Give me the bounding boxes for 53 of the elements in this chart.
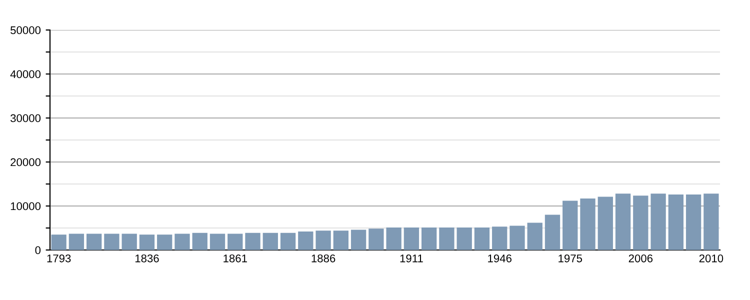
- bar: [527, 222, 542, 250]
- bar: [316, 230, 331, 250]
- y-tick-label: 50000: [10, 26, 41, 34]
- y-tick-label: 40000: [10, 70, 41, 78]
- x-tick-label: 2006: [628, 254, 653, 262]
- x-tick-label: 1975: [558, 254, 582, 262]
- bar: [139, 234, 155, 250]
- bar: [210, 234, 226, 250]
- x-tick-label: 1911: [400, 254, 423, 262]
- bar: [456, 228, 472, 250]
- bar: [421, 228, 437, 250]
- bar: [298, 232, 314, 250]
- bar: [650, 194, 666, 250]
- x-tick-label: 1836: [135, 254, 159, 262]
- bar: [104, 234, 120, 250]
- bar: [510, 226, 525, 250]
- bar: [157, 234, 172, 250]
- bar: [615, 194, 631, 250]
- bar: [562, 200, 578, 250]
- bar: [686, 194, 702, 250]
- bar: [598, 196, 613, 250]
- bar: [333, 230, 349, 250]
- bar: [704, 194, 719, 250]
- y-tick-label: 30000: [10, 114, 41, 122]
- bar: [580, 198, 596, 250]
- bar: [280, 232, 296, 250]
- bar: [192, 232, 208, 250]
- bar: [474, 228, 490, 250]
- x-tick-label: 1861: [224, 254, 247, 262]
- x-tick-label: 1946: [488, 254, 512, 262]
- bar: [404, 228, 420, 250]
- bar: [350, 230, 366, 250]
- bar: [262, 232, 278, 250]
- bar: [174, 234, 190, 250]
- bar: [368, 228, 384, 250]
- bar: [439, 228, 454, 250]
- bar: [492, 226, 508, 250]
- bar: [68, 234, 84, 250]
- bar: [544, 214, 560, 250]
- y-tick-label: 20000: [10, 158, 41, 166]
- x-tick-label: 2010: [699, 254, 724, 262]
- bar: [122, 234, 137, 250]
- y-tick-label: 10000: [10, 202, 41, 210]
- bar: [86, 234, 102, 250]
- bar: [633, 196, 648, 250]
- x-tick-label: 1793: [47, 254, 71, 262]
- bar: [668, 194, 684, 250]
- y-tick-label: 0: [35, 246, 41, 254]
- bar: [245, 232, 260, 250]
- bar: [51, 234, 66, 250]
- x-tick-label: 1886: [312, 254, 336, 262]
- bar: [386, 228, 402, 250]
- bar: [228, 234, 243, 250]
